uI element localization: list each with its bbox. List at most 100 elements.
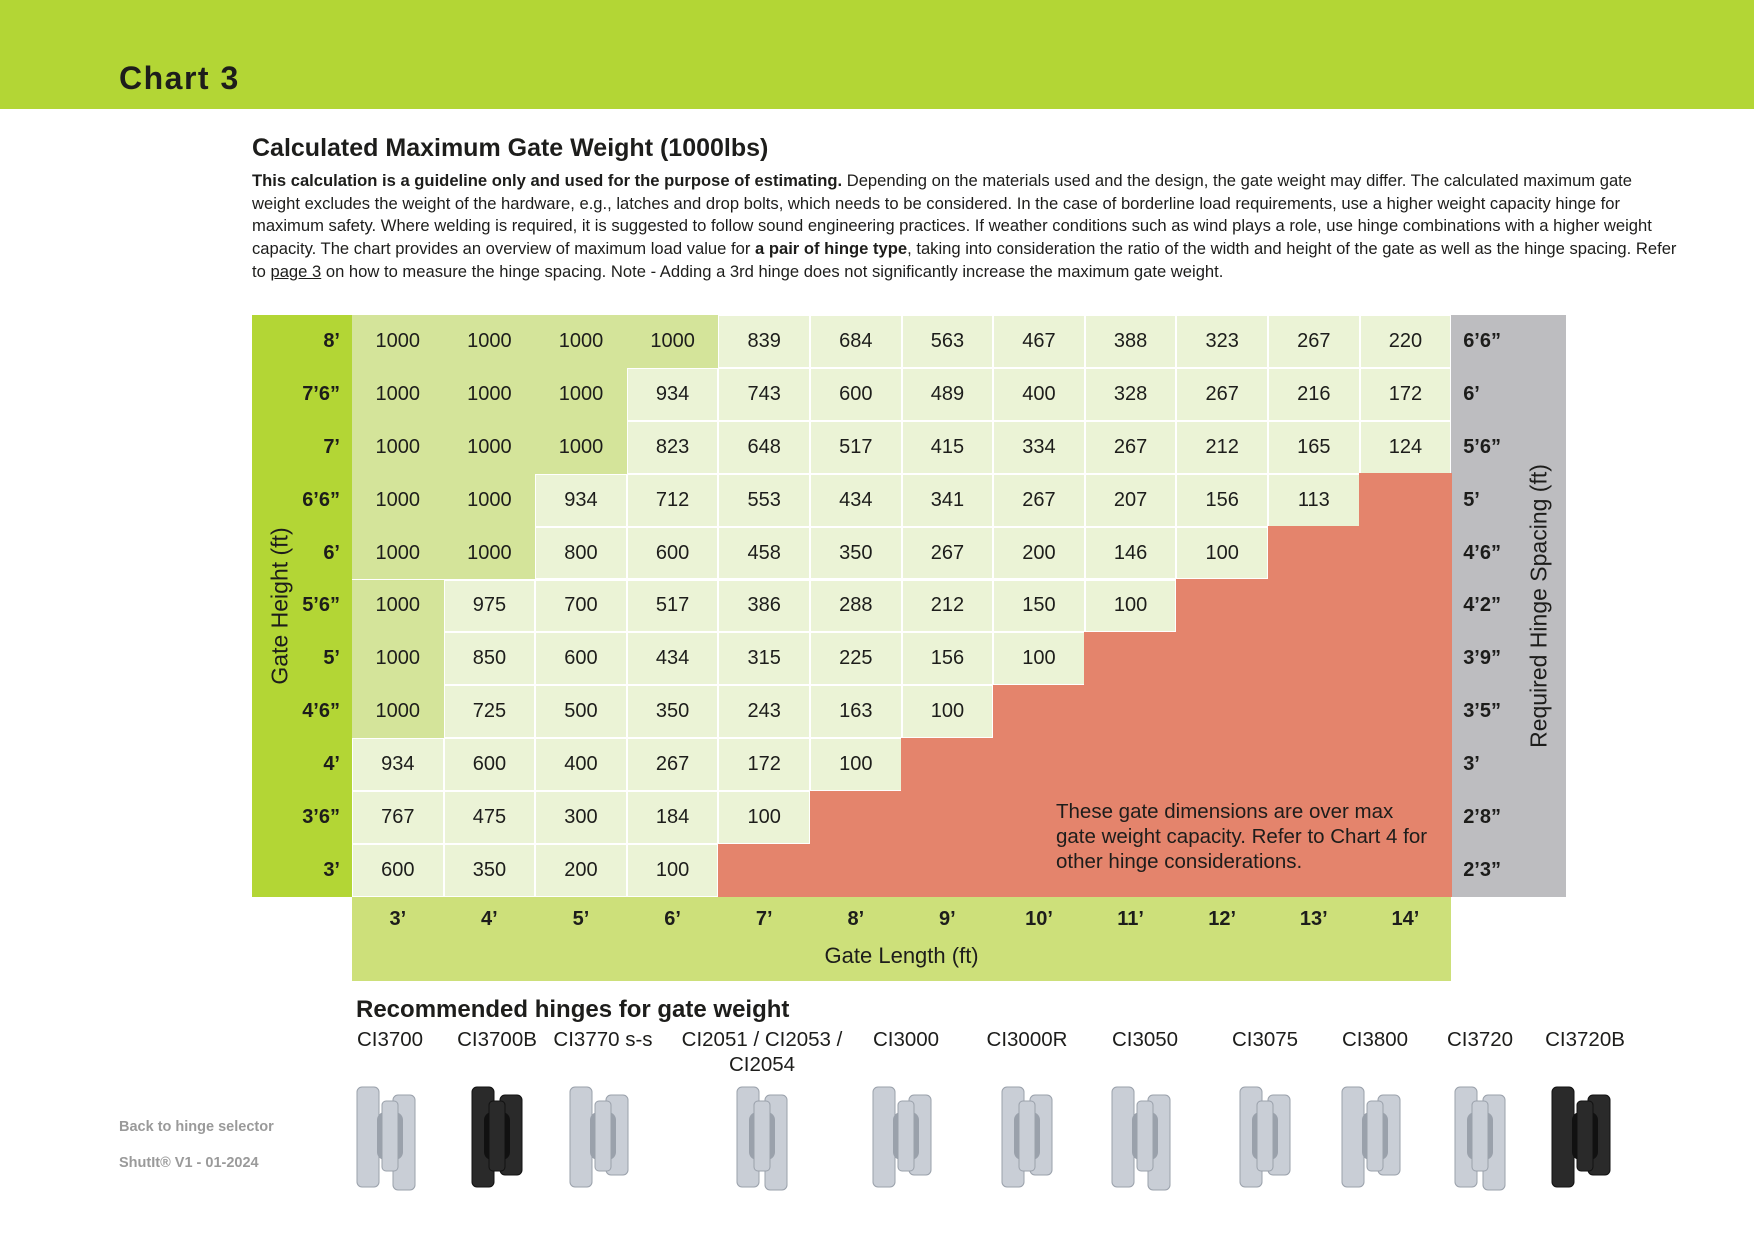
over-capacity-cell [1359,579,1452,633]
spacing-label: 5’6” [1463,435,1501,458]
height-label: 3’6” [302,806,340,829]
hinge-image [471,1086,523,1188]
height-axis-bg [252,315,352,897]
weight-cell: 243 [718,685,810,739]
weight-cell: 1000 [535,315,627,368]
weight-cell: 1000 [352,632,444,686]
weight-cell: 172 [718,738,810,792]
over-capacity-cell [992,684,1086,739]
weight-cell: 800 [535,526,627,580]
weight-cell: 1000 [626,315,719,368]
version: ShutIt® V1 - 01-2024 [119,1155,259,1171]
weight-cell: 334 [993,420,1085,474]
spacing-label: 2’3” [1463,858,1501,881]
weight-cell: 743 [718,367,810,421]
length-label: 13’ [1299,908,1328,931]
over-capacity-cell [1175,579,1269,633]
length-label: 5’ [572,908,590,931]
over-capacity-cell [1267,579,1361,633]
weight-cell: 934 [535,473,627,527]
over-capacity-cell [1359,737,1452,792]
weight-cell: 1000 [352,526,444,580]
weight-cell: 600 [810,367,902,421]
weight-cell: 207 [1084,473,1177,527]
weight-cell: 267 [1084,420,1177,474]
length-label: 7’ [755,908,773,931]
header-title: Chart 3 [119,60,240,96]
weight-cell: 600 [626,526,719,580]
hinge-image [569,1086,629,1188]
weight-cell: 458 [718,526,810,580]
hinge-image [1454,1086,1506,1191]
weight-cell: 100 [810,738,902,792]
weight-cell: 1000 [535,420,627,474]
height-label: 7’ [323,435,340,458]
over-capacity-cell [1175,631,1269,686]
length-label: 4’ [481,908,498,931]
height-label: 4’6” [302,700,340,723]
weight-cell: 150 [993,579,1085,633]
spacing-label: 6’6” [1463,329,1501,352]
weight-cell: 100 [1084,579,1177,633]
weight-cell: 124 [1359,420,1452,474]
description: This calculation is a guideline only and… [252,170,1680,284]
weight-cell: 1000 [443,473,536,527]
over-capacity-cell [1359,843,1452,898]
weight-cell: 172 [1359,367,1452,421]
weight-cell: 850 [443,632,536,686]
weight-cell: 1000 [443,420,536,474]
weight-cell: 517 [626,579,719,633]
over-capacity-cell [1359,473,1452,528]
weight-cell: 146 [1084,526,1177,580]
lead-text: This calculation is a guideline only and… [252,171,843,190]
height-label: 5’ [323,647,340,670]
back-link[interactable]: Back to hinge selector [119,1119,274,1135]
over-capacity-note: These gate dimensions are over max gate … [1056,800,1428,873]
hinge-name: CI3050 [1111,1028,1179,1051]
weight-cell: 100 [901,685,994,739]
spacing-label: 2’8” [1463,806,1501,829]
weight-cell: 475 [443,791,536,844]
weight-cell: 212 [1176,420,1268,474]
weight-cell: 517 [810,420,902,474]
weight-cell: 350 [810,526,902,580]
height-label: 6’6” [302,488,340,511]
over-capacity-cell [1084,737,1177,792]
weight-cell: 1000 [352,367,444,421]
weight-cell: 350 [443,844,536,897]
hinge-image [1551,1086,1611,1188]
weight-cell: 267 [993,473,1085,527]
over-capacity-cell [1267,631,1361,686]
weight-cell: 341 [901,473,994,527]
page-link[interactable]: page 3 [270,261,322,281]
weight-cell: 1000 [535,367,627,421]
weight-cell: 156 [901,632,994,686]
weight-cell: 100 [1176,526,1268,580]
hinge-name: CI3720B [1545,1028,1625,1051]
spacing-label: 4’2” [1463,594,1501,617]
over-capacity-cell [1359,631,1452,686]
header-band [0,0,1754,109]
over-capacity-cell [901,790,994,845]
weight-cell: 315 [718,632,810,686]
height-label: 4’ [323,753,340,776]
length-label: 14’ [1391,908,1420,931]
weight-cell: 1000 [352,579,444,633]
section-title: Calculated Maximum Gate Weight (1000lbs) [252,134,769,162]
weight-cell: 767 [352,791,444,844]
hinge-image [1001,1086,1053,1188]
weight-cell: 467 [993,315,1085,368]
over-capacity-cell [1267,843,1361,898]
hinge-image [1341,1086,1401,1188]
spacing-label: 3’ [1463,753,1480,776]
height-label: 5’6” [302,594,340,617]
weight-cell: 712 [626,473,719,527]
weight-cell: 1000 [352,685,444,739]
weight-cell: 700 [535,579,627,633]
weight-cell: 934 [352,738,444,792]
weight-cell: 400 [993,367,1085,421]
length-label: 12’ [1208,908,1237,931]
hinge-name: CI3720 [1446,1028,1514,1051]
over-capacity-cell [992,790,1086,845]
hinge-name: CI3770 s-s [553,1028,653,1051]
